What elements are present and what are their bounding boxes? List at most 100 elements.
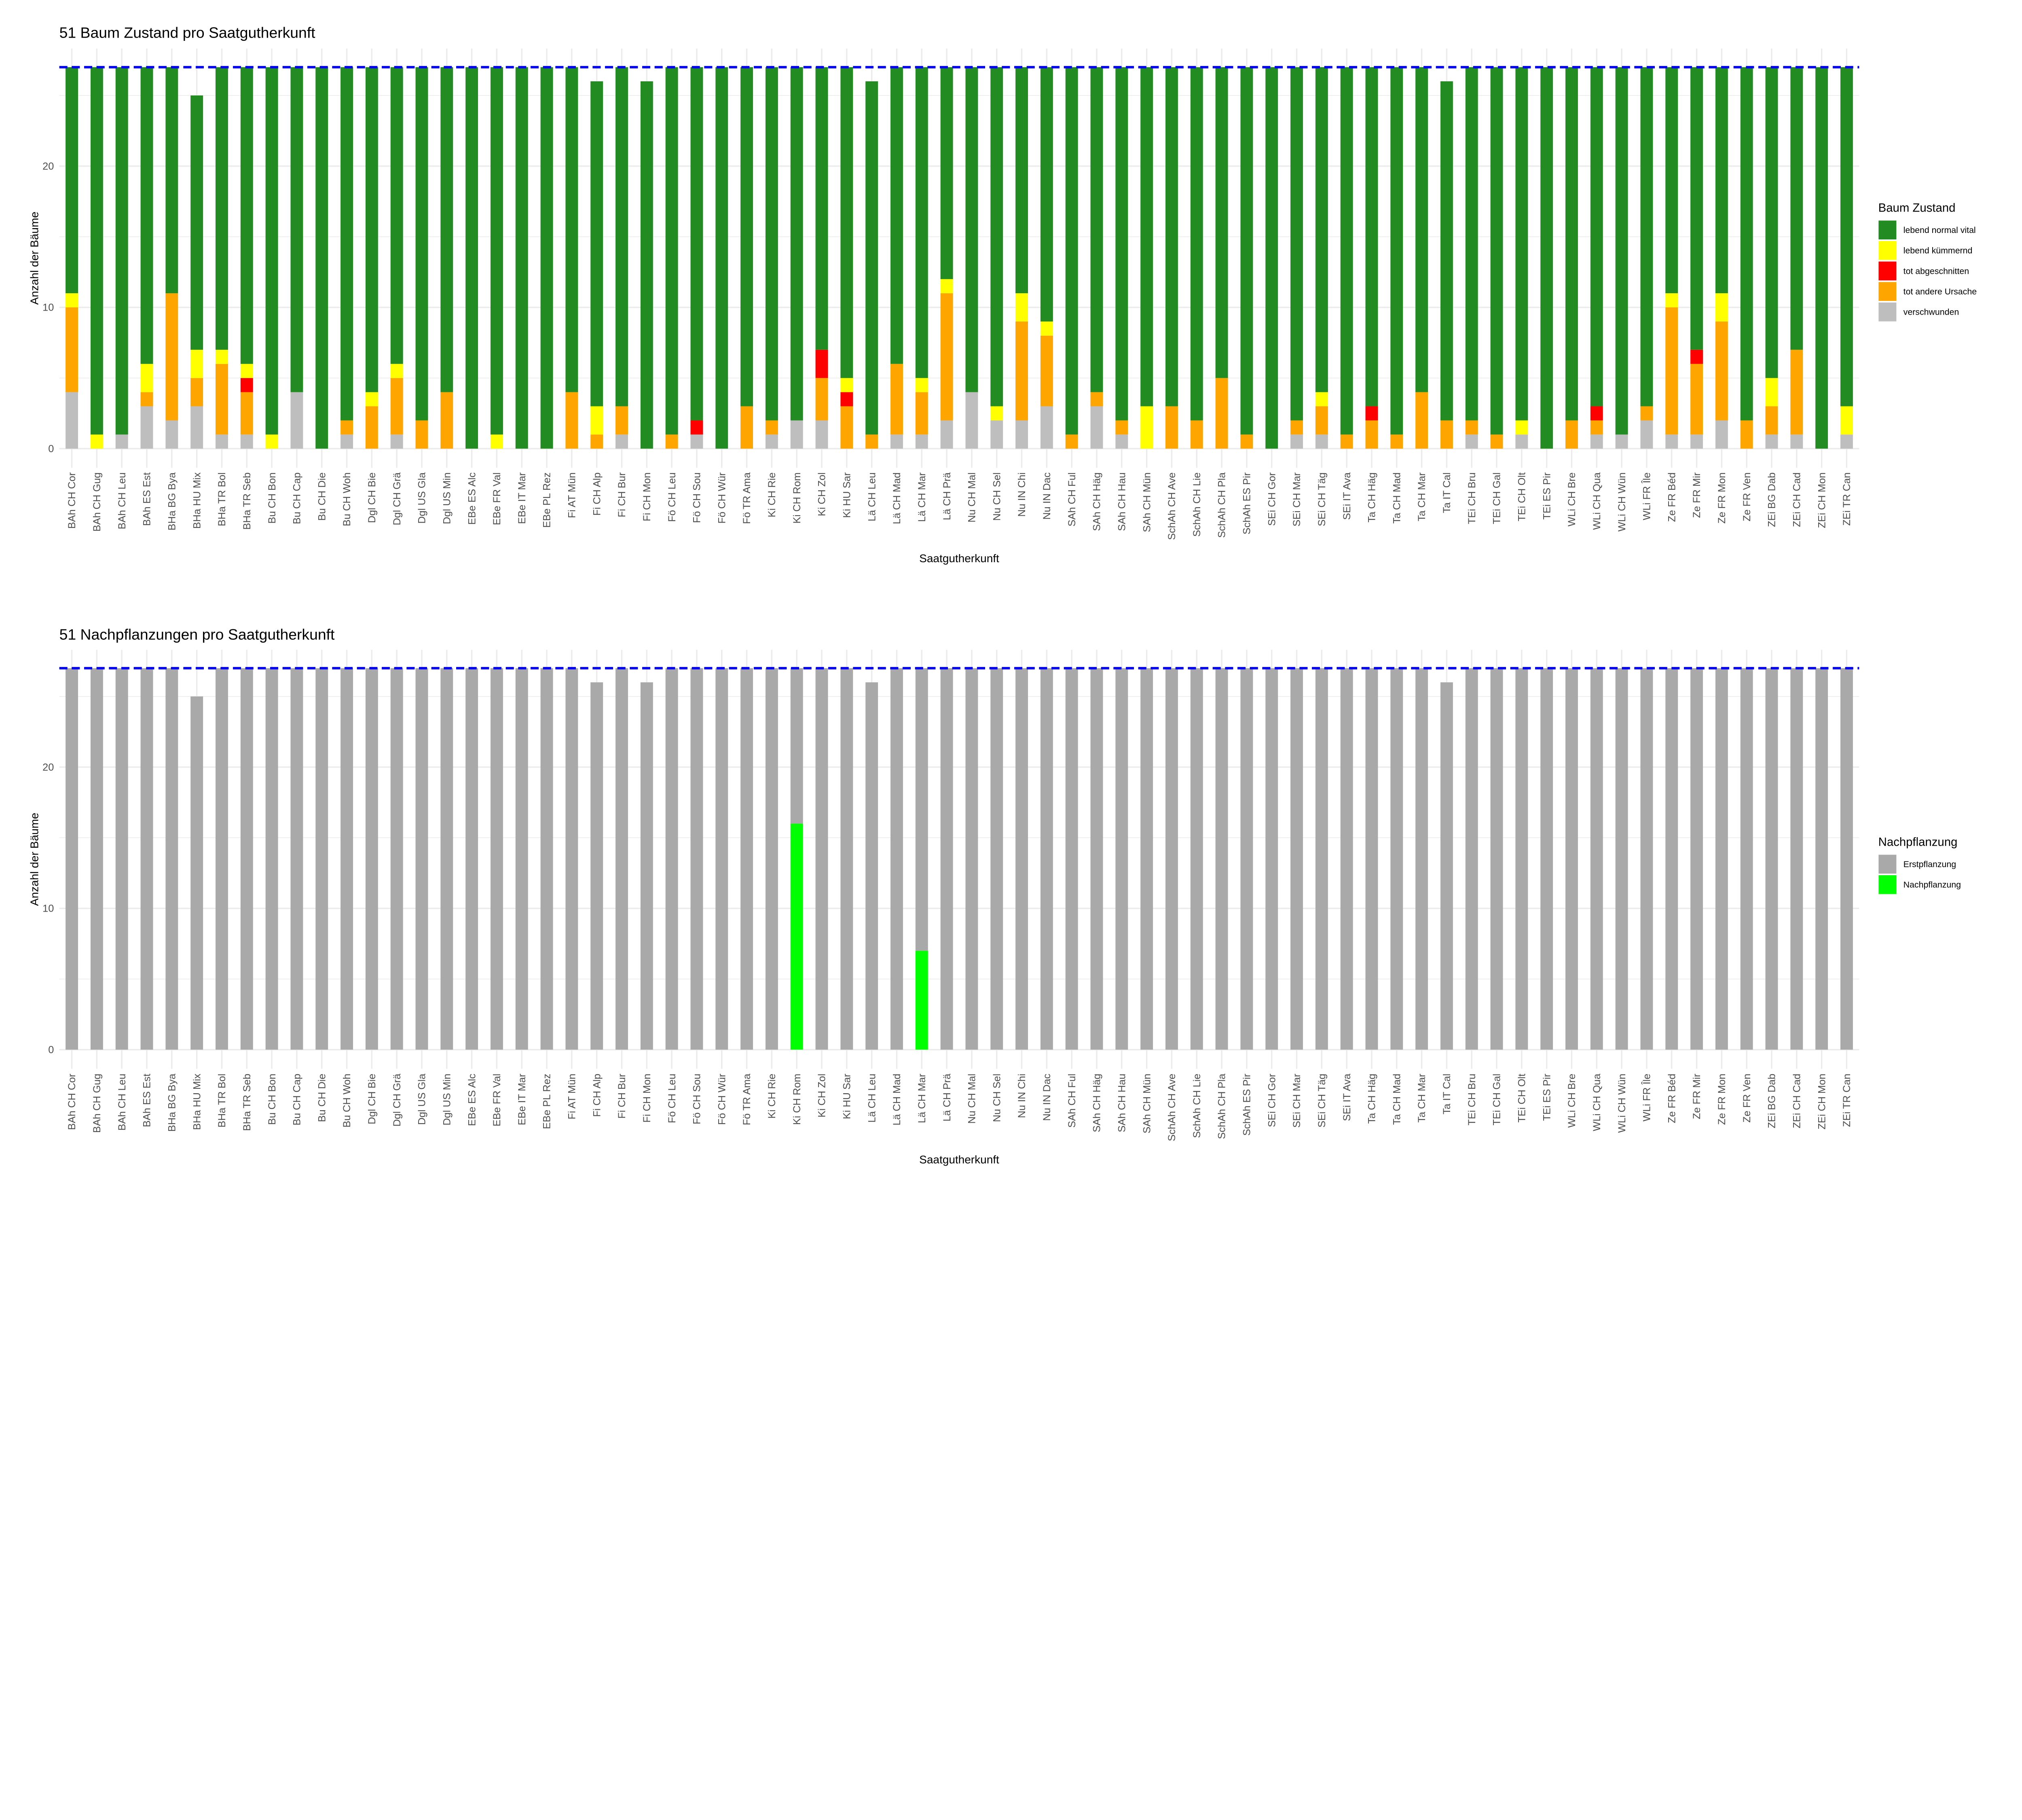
bar-segment-lebend-kümmernd <box>1315 392 1328 406</box>
x-tick-label: WLi CH Bre <box>1566 472 1578 527</box>
bar-segment-lebend-normal-vital <box>1515 67 1528 421</box>
x-tick-label: Nu CH Mal <box>967 1074 978 1124</box>
y-tick-label: 10 <box>42 302 54 313</box>
bar-segment-lebend-kümmernd <box>1715 293 1728 322</box>
bar-segment-lebend-normal-vital <box>1090 67 1103 392</box>
x-tick-label: Fö CH Wür <box>716 472 728 523</box>
x-tick-label: Ta CH Häg <box>1366 1074 1378 1124</box>
bar-segment-erstpflanzung <box>540 668 553 1050</box>
bar-segment-lebend-normal-vital <box>1315 67 1328 392</box>
bar-segment-lebend-normal-vital <box>1390 67 1403 435</box>
bar-segment-tot-andere-ursache <box>1015 321 1028 421</box>
x-tick-label: ZEi TR Can <box>1841 1074 1853 1127</box>
bar-segment-lebend-normal-vital <box>1840 67 1853 406</box>
x-tick-label: BHa TR Seb <box>241 1074 253 1131</box>
y-axis-title: Anzahl der Bäume <box>28 813 41 906</box>
bar-segment-lebend-normal-vital <box>415 67 428 421</box>
bar-segment-erstpflanzung <box>715 668 728 1050</box>
x-tick-label: Fi CH Bur <box>616 472 628 517</box>
bar-segment-lebend-normal-vital <box>190 95 203 350</box>
bar-segment-tot-andere-ursache <box>1440 420 1453 449</box>
bar-segment-verschwunden <box>890 434 903 449</box>
bar-segment-erstpflanzung <box>1565 668 1578 1050</box>
y-tick-label: 10 <box>42 903 54 914</box>
x-tick-label: EBe IT Mar <box>516 472 528 524</box>
bar-segment-erstpflanzung <box>440 668 453 1050</box>
bar-segment-tot-andere-ursache <box>1465 420 1478 435</box>
legend: Nachpflanzung Erstpflanzung Nachpflanzung <box>1878 835 1961 894</box>
bar-segment-lebend-normal-vital <box>815 67 828 350</box>
bar-segment-lebend-kümmernd <box>915 378 928 392</box>
y-axis-title: Anzahl der Bäume <box>28 212 41 305</box>
x-tick-label: Bu CH Cap <box>292 472 303 524</box>
bar-segment-tot-andere-ursache <box>365 406 378 449</box>
bar-segment-verschwunden <box>1640 420 1653 449</box>
bar-segment-tot-abgeschnitten <box>1590 406 1603 421</box>
bar-segment-lebend-normal-vital <box>240 67 253 364</box>
x-tick-label: Fi CH Mon <box>641 1074 653 1123</box>
x-tick-label: Ze FR Ven <box>1741 472 1753 521</box>
x-tick-label: Nu CH Sel <box>991 472 1003 521</box>
bar-segment-tot-andere-ursache <box>1065 434 1078 449</box>
x-tick-label: Fö CH Leu <box>666 472 678 522</box>
x-tick-label: Ta CH Mar <box>1416 1073 1428 1123</box>
bar-segment-lebend-kümmernd <box>840 378 853 392</box>
bar-segment-erstpflanzung <box>1790 668 1803 1050</box>
bar-segment-lebend-normal-vital <box>515 67 528 449</box>
bar-segment-erstpflanzung <box>590 682 603 1050</box>
x-tick-label: Lä CH Leu <box>866 472 878 521</box>
bar-segment-tot-andere-ursache <box>440 392 453 449</box>
bar-segment-erstpflanzung <box>1740 668 1753 1050</box>
bar-segment-erstpflanzung <box>1165 668 1178 1050</box>
bar-segment-verschwunden <box>1090 406 1103 449</box>
bar-segment-lebend-normal-vital <box>265 67 278 435</box>
chart-baum-zustand: 51 Baum Zustand pro Saatgutherkunft 0 10 20… <box>28 24 1977 565</box>
x-tick-label: ZEi CH Cad <box>1791 472 1802 527</box>
x-tick-label: Bu CH Woh <box>341 1074 353 1128</box>
x-tick-label: BHa TR Bol <box>216 1074 228 1128</box>
x-tick-label: BHa TR Bol <box>216 472 228 526</box>
x-tick-label: Dgl US Gla <box>417 1073 428 1125</box>
bar-segment-tot-andere-ursache <box>240 392 253 435</box>
x-tick-label: EBe ES Alc <box>466 1074 478 1126</box>
bar-segment-erstpflanzung <box>740 668 753 1050</box>
bar-segment-erstpflanzung <box>790 668 803 824</box>
x-tick-label: Ta IT Cal <box>1441 472 1453 513</box>
bar-segment-erstpflanzung <box>990 668 1003 1050</box>
bar-segment-lebend-normal-vital <box>990 67 1003 406</box>
bar-segment-tot-andere-ursache <box>1115 420 1128 435</box>
bar-segment-verschwunden <box>1715 420 1728 449</box>
x-tick-label: BAh CH Cor <box>66 472 78 529</box>
bar-segment-erstpflanzung <box>1140 668 1153 1050</box>
x-tick-label: BHa BG Bya <box>167 472 178 530</box>
x-tick-label: Fi AT Mün <box>567 472 578 518</box>
bar-segment-erstpflanzung <box>216 668 228 1050</box>
bar-segment-tot-andere-ursache <box>940 293 953 421</box>
bar-segment-erstpflanzung <box>265 668 278 1050</box>
bar-segment-lebend-normal-vital <box>1415 67 1428 392</box>
bar-segment-tot-andere-ursache <box>341 420 353 435</box>
bar-segment-lebend-normal-vital <box>341 67 353 421</box>
bar-segment-lebend-normal-vital <box>440 67 453 392</box>
bar-segment-lebend-normal-vital <box>90 67 103 435</box>
x-tick-label: ZEi TR Can <box>1841 472 1853 526</box>
bar-segment-lebend-normal-vital <box>615 67 628 406</box>
bar-segment-tot-andere-ursache <box>915 392 928 435</box>
bar-segment-verschwunden <box>940 420 953 449</box>
x-tick-label: EBe PL Rez <box>541 1074 553 1129</box>
x-tick-label: Fi CH Alp <box>591 1074 603 1117</box>
bar-segment-tot-andere-ursache <box>1690 364 1703 435</box>
bar-segment-erstpflanzung <box>1315 668 1328 1050</box>
bar-segment-lebend-kümmernd <box>140 364 153 392</box>
x-tick-label: Ki CH Zol <box>816 472 828 516</box>
bar-segment-erstpflanzung <box>290 668 303 1050</box>
legend: Baum Zustand lebend normal vital lebend kü… <box>1878 201 1977 322</box>
x-tick-label: BAh CH Gug <box>91 1074 103 1133</box>
y-tick-label: 0 <box>48 443 54 455</box>
bar-segment-tot-andere-ursache <box>665 434 678 449</box>
x-tick-label: Ki CH Rie <box>766 1074 778 1119</box>
x-tick-label: ZEi BG Dab <box>1766 1074 1778 1128</box>
bar-segment-lebend-normal-vital <box>465 67 478 449</box>
bar-segment-lebend-kümmernd <box>490 434 503 449</box>
x-tick-label: ZEi BG Dab <box>1766 472 1778 527</box>
